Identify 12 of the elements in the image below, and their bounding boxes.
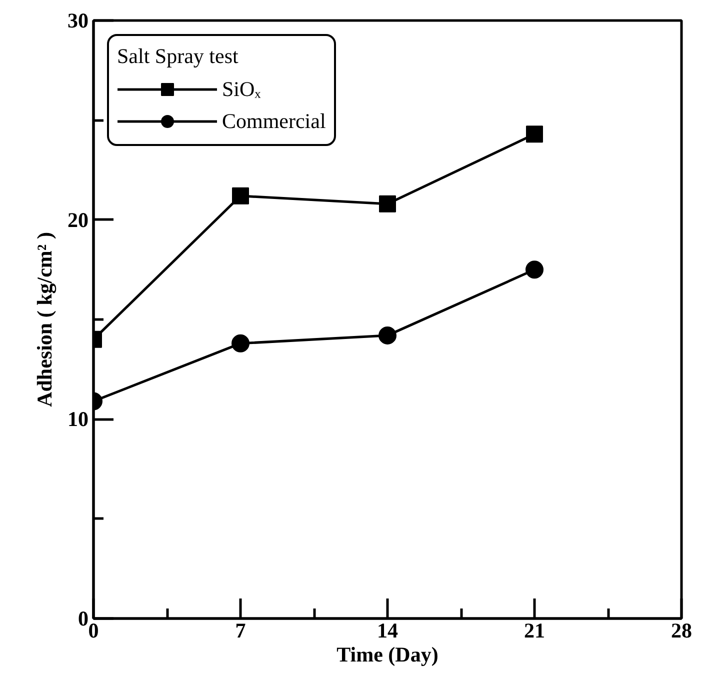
y-tick-label: 30 [68, 8, 88, 32]
legend-label: Commercial [222, 108, 326, 134]
y-tick-label: 10 [68, 407, 88, 432]
x-axis-title: Time (Day) [336, 642, 438, 666]
x-tick-label: 21 [524, 618, 545, 642]
x-tick-label: 14 [377, 618, 398, 642]
x-tick-label: 7 [235, 618, 246, 642]
y-tick-label: 20 [68, 208, 88, 232]
y-axis-title: Adhesion ( kg/cm² ) [32, 232, 56, 407]
x-tick-label: 28 [671, 618, 692, 642]
legend-title: Salt Spray test [117, 44, 240, 69]
legend-label: SiOₓ [222, 76, 261, 102]
